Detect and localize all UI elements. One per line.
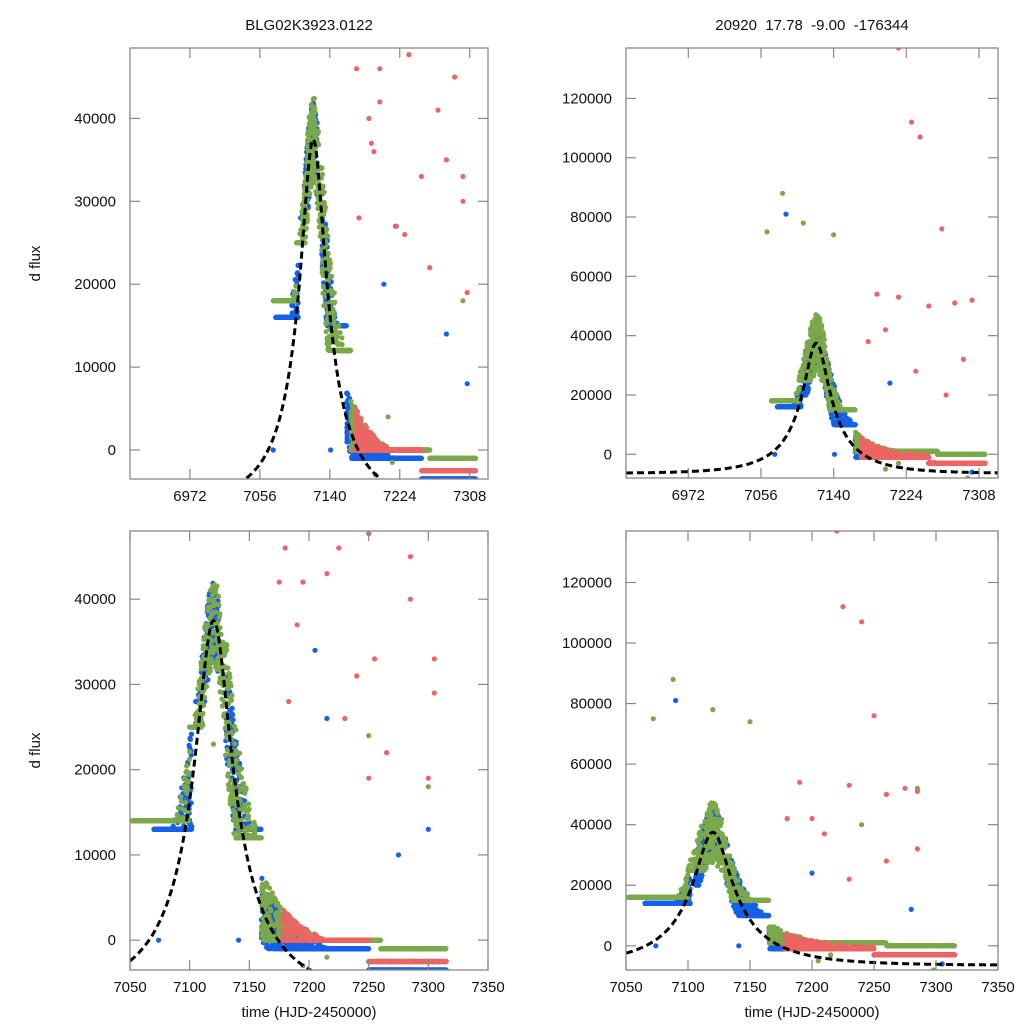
data-point <box>321 280 327 286</box>
data-point <box>319 171 325 177</box>
data-point <box>331 319 337 326</box>
plot-area <box>243 52 479 479</box>
data-point <box>322 208 328 214</box>
data-point <box>324 226 330 233</box>
data-point <box>293 283 299 289</box>
data-point <box>328 447 334 453</box>
data-point <box>355 414 362 420</box>
data-point <box>460 455 466 461</box>
data-point <box>283 314 289 320</box>
data-point <box>315 129 322 135</box>
data-point <box>460 298 466 304</box>
data-point <box>412 447 418 453</box>
data-point <box>325 343 331 349</box>
data-point <box>275 314 281 320</box>
data-point <box>344 437 350 443</box>
data-point <box>310 162 316 168</box>
data-point <box>340 347 346 354</box>
data-point <box>454 455 460 461</box>
data-point <box>405 455 411 461</box>
data-point <box>325 334 332 340</box>
data-point <box>295 240 301 246</box>
data-point <box>312 109 318 115</box>
data-point <box>371 451 377 457</box>
data-point <box>323 320 329 326</box>
data-point <box>286 298 292 304</box>
data-point <box>431 455 437 461</box>
data-point <box>272 298 278 304</box>
data-point <box>464 381 470 387</box>
data-point <box>385 414 391 420</box>
data-point <box>309 129 315 135</box>
data-point <box>307 122 314 128</box>
data-point <box>350 455 356 461</box>
data-point <box>310 96 316 102</box>
data-point <box>360 438 367 444</box>
data-point <box>319 189 325 196</box>
data-point <box>344 430 350 436</box>
data-point <box>384 453 390 459</box>
data-point <box>270 447 276 453</box>
data-point <box>319 165 325 171</box>
data-point <box>339 335 345 341</box>
data-point <box>353 425 359 431</box>
data-point <box>418 455 424 461</box>
data-point <box>305 128 311 134</box>
data-point <box>344 390 350 397</box>
data-point <box>375 442 381 448</box>
data-point <box>354 455 361 461</box>
data-point <box>367 434 373 440</box>
data-point <box>289 302 295 309</box>
data-point <box>306 133 312 139</box>
data-point <box>381 281 387 287</box>
data-point <box>292 277 298 283</box>
series-red <box>352 52 478 474</box>
data-point <box>471 455 477 461</box>
data-point <box>321 199 327 205</box>
data-point <box>401 455 407 461</box>
data-point <box>376 455 382 461</box>
data-point <box>294 270 300 276</box>
data-point <box>337 341 343 347</box>
data-point <box>414 455 420 461</box>
data-point <box>409 455 415 461</box>
data-point <box>293 291 299 297</box>
data-point <box>446 455 452 461</box>
data-point <box>333 335 340 341</box>
data-point <box>439 455 446 461</box>
data-point <box>443 331 449 337</box>
data-point <box>332 299 338 305</box>
data-point <box>311 179 317 186</box>
data-point <box>277 298 283 304</box>
data-point <box>331 308 337 314</box>
data-point <box>309 117 315 123</box>
data-point <box>307 191 313 197</box>
data-point <box>327 274 333 280</box>
data-point <box>348 398 354 404</box>
data-point <box>354 438 360 444</box>
data-point <box>320 183 326 189</box>
data-point <box>393 455 399 461</box>
data-point <box>389 459 395 465</box>
data-point <box>304 143 310 149</box>
data-point <box>368 455 375 461</box>
